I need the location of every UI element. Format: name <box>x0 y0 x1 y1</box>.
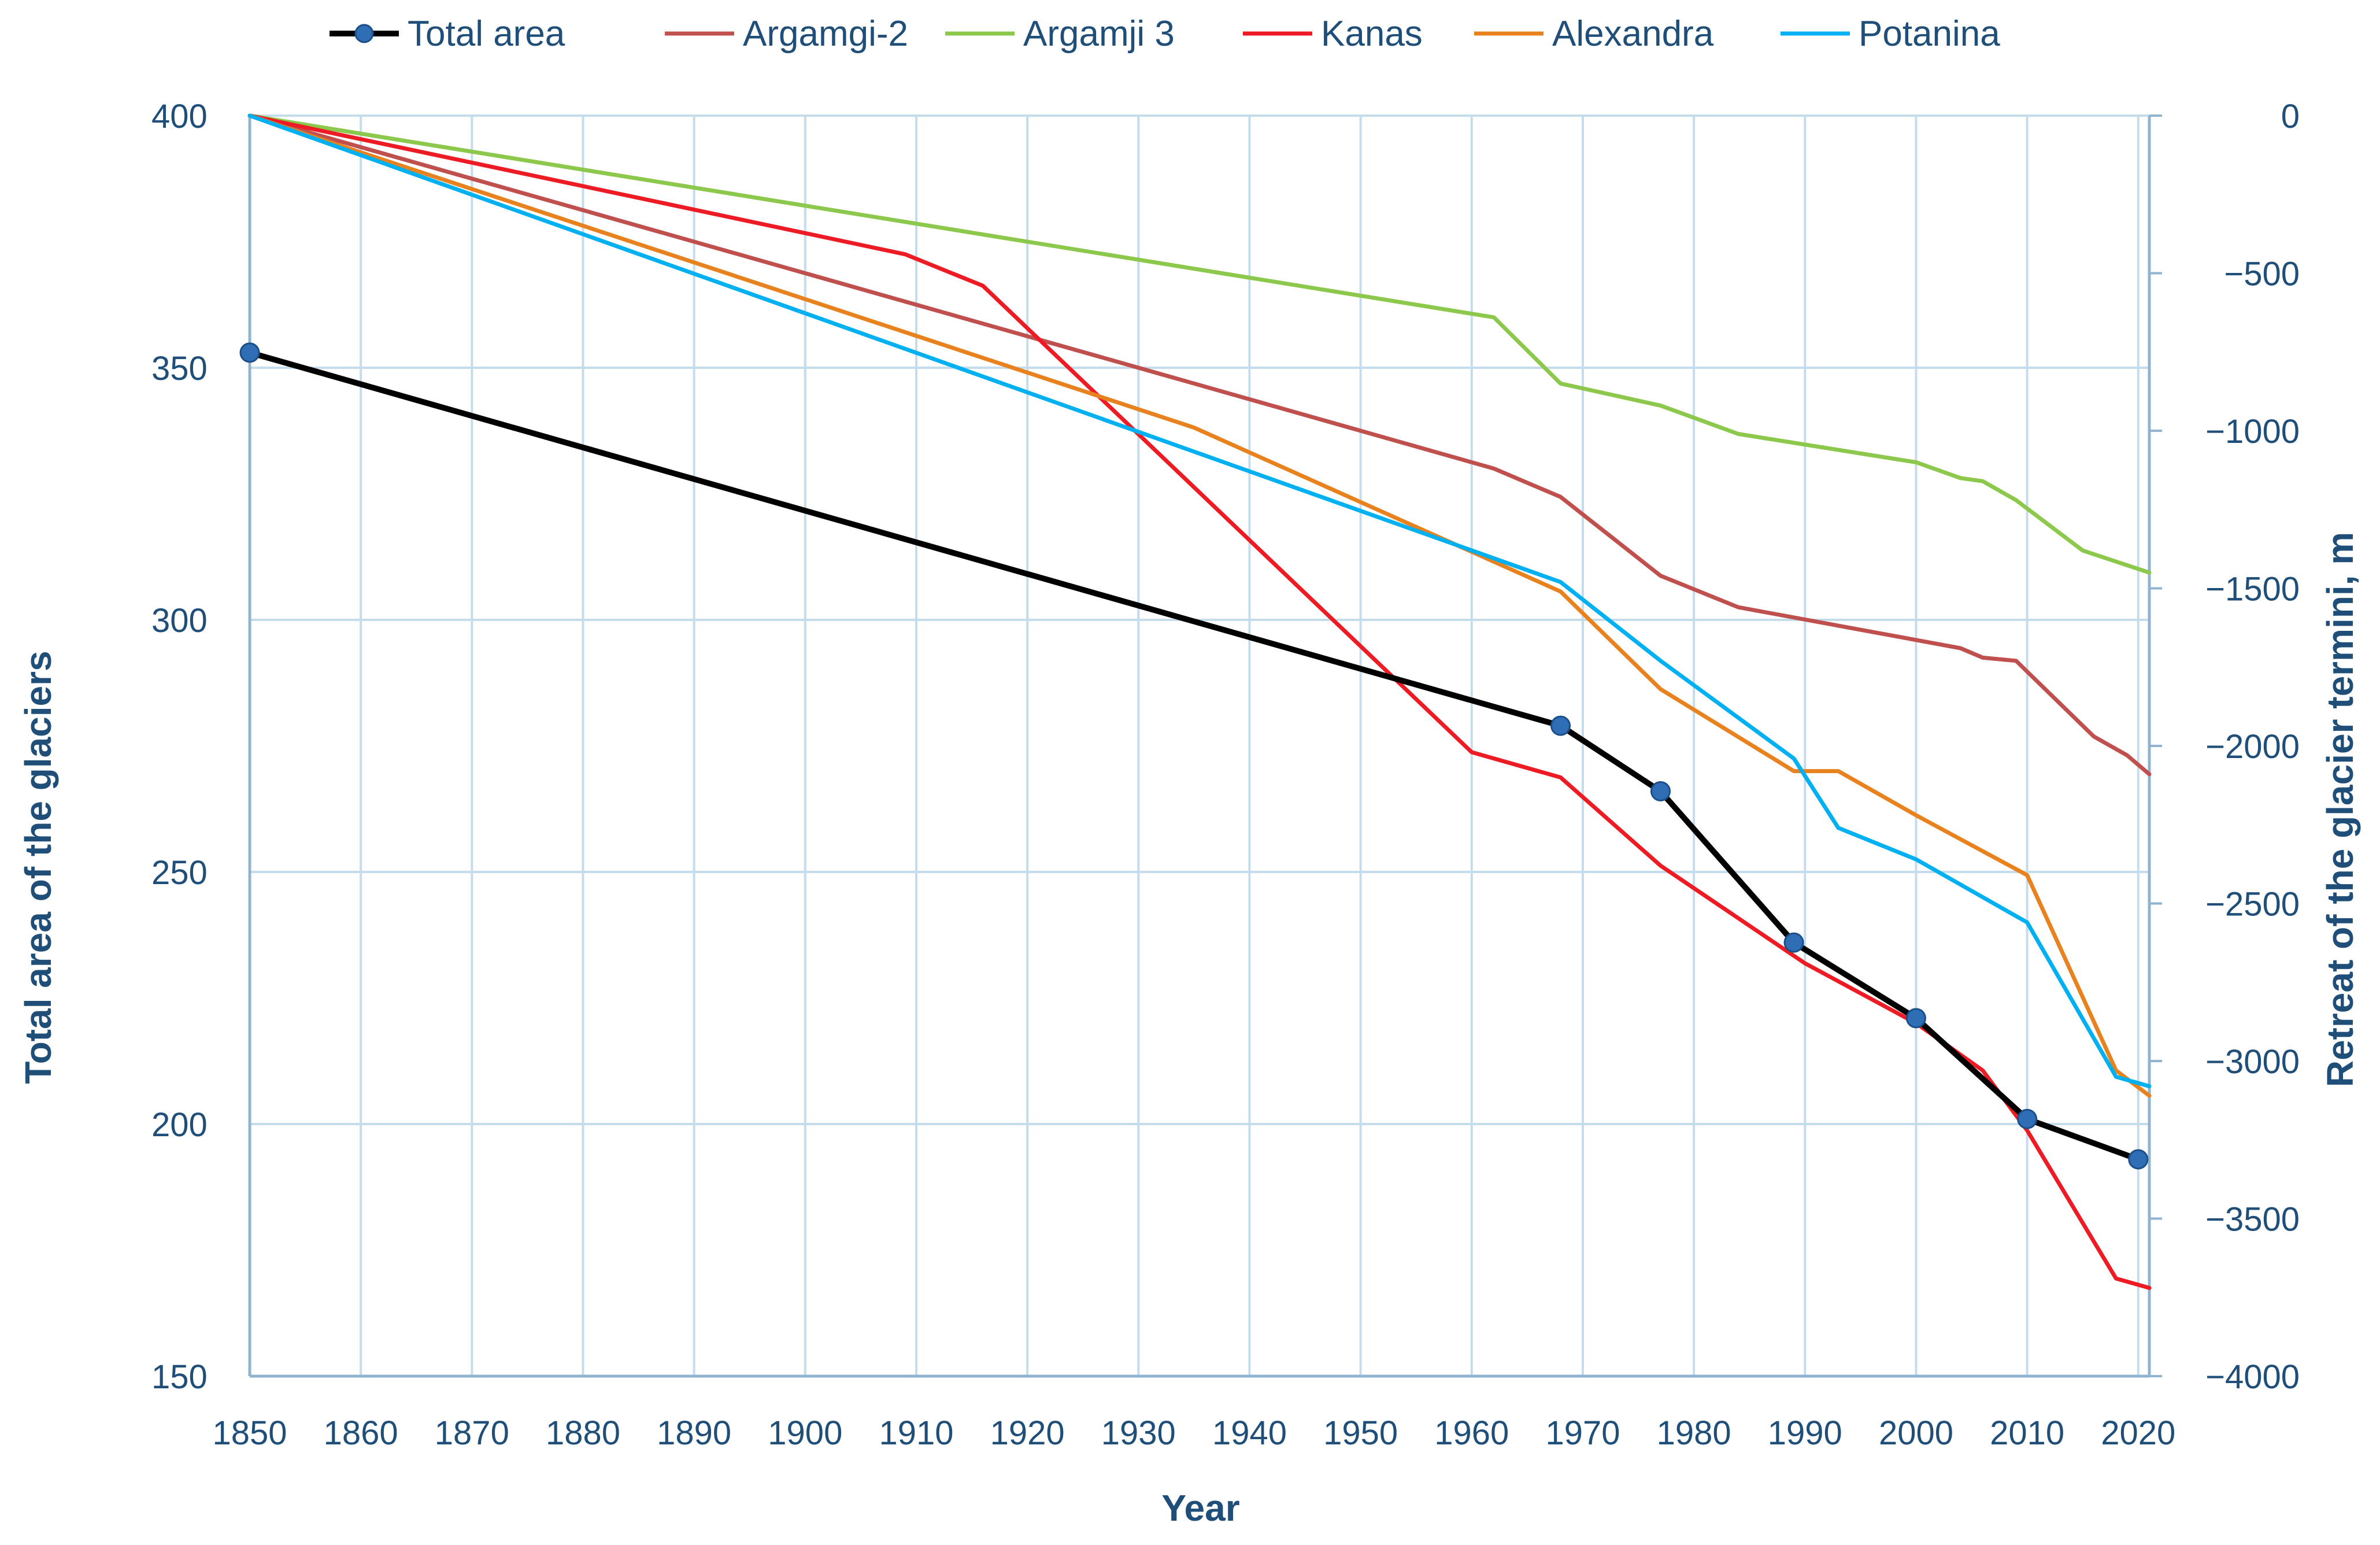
x-tick-label: 1850 <box>212 1414 287 1452</box>
x-tick-label: 1890 <box>657 1414 731 1452</box>
legend-label-kanas: Kanas <box>1321 14 1423 54</box>
x-tick-label: 1880 <box>546 1414 620 1452</box>
y-right-tick-label: −2000 <box>2205 728 2300 766</box>
y-left-tick-label: 350 <box>151 350 208 387</box>
series-lines <box>239 113 2152 1290</box>
data-point-total-area <box>239 342 260 363</box>
data-point-total-area <box>2017 1108 2038 1129</box>
y-left-tick-label: 250 <box>151 854 208 892</box>
series-line-alexandra <box>247 113 2152 1098</box>
y-right-tick-label: −1500 <box>2205 571 2300 608</box>
y-right-tick-label: −2500 <box>2205 886 2300 923</box>
y-axis-right-title: Retreat of the glacier termini, m <box>2319 532 2361 1087</box>
series-line-argamji-3 <box>247 113 2152 575</box>
x-tick-label: 1910 <box>879 1414 953 1452</box>
x-axis-title: Year <box>1161 1487 1239 1529</box>
y-left-tick-label: 300 <box>151 602 208 640</box>
legend-label-alexandra: Alexandra <box>1552 14 1714 54</box>
x-tick-label: 1920 <box>990 1414 1065 1452</box>
x-tick-label: 1870 <box>435 1414 509 1452</box>
x-tick-label: 1990 <box>1768 1414 1842 1452</box>
series-line-kanas <box>247 113 2152 1290</box>
y-right-tick-label: −3500 <box>2205 1201 2300 1239</box>
data-point-total-area <box>1550 715 1571 736</box>
series-line-argamgi-2 <box>247 113 2152 777</box>
axes: 1850 1860 1870 1880 1890 1900 1910 1920 1930 1940… <box>151 98 2300 1452</box>
legend-label-potanina: Potanina <box>1859 14 2000 54</box>
y-right-tick-label: −3000 <box>2205 1043 2300 1081</box>
legend-label-argamji-3: Argamji 3 <box>1023 14 1175 54</box>
legend: Total area Argamgi-2 Argamji 3 Kanas Alexand… <box>330 14 2000 54</box>
y-left-tick-label: 400 <box>151 98 208 135</box>
y-left-tick-label: 200 <box>151 1106 208 1144</box>
x-tick-label: 2000 <box>1879 1414 1953 1452</box>
x-tick-label: 1980 <box>1657 1414 1731 1452</box>
y-left-tick-label: 150 <box>151 1358 208 1396</box>
y-right-tick-label: −1000 <box>2205 413 2300 450</box>
series-line-potanina <box>247 113 2152 1089</box>
legend-label-argamgi-2: Argamgi-2 <box>743 14 908 54</box>
data-point-total-area <box>2128 1149 2149 1170</box>
grid <box>249 114 2149 1377</box>
data-point-total-area <box>1905 1008 1926 1029</box>
x-tick-label: 1940 <box>1212 1414 1287 1452</box>
x-tick-label: 1950 <box>1323 1414 1398 1452</box>
legend-label-total-area: Total area <box>408 14 565 54</box>
y-right-tick-label: −4000 <box>2205 1358 2300 1396</box>
y-right-tick-label: 0 <box>2281 98 2300 135</box>
data-point-total-area <box>1650 781 1671 801</box>
x-tick-label: 1900 <box>768 1414 842 1452</box>
data-point-total-area <box>1783 932 1804 953</box>
x-tick-label: 1970 <box>1545 1414 1620 1452</box>
x-tick-label: 1860 <box>324 1414 398 1452</box>
x-tick-label: 2010 <box>1990 1414 2064 1452</box>
y-right-tick-label: −500 <box>2224 256 2300 293</box>
y-axis-left-title: Total area of the glaciers <box>17 650 59 1084</box>
x-tick-label: 1960 <box>1434 1414 1509 1452</box>
x-tick-label: 1930 <box>1101 1414 1176 1452</box>
x-tick-label: 2020 <box>2101 1414 2175 1452</box>
legend-marker-total-area <box>354 24 374 43</box>
